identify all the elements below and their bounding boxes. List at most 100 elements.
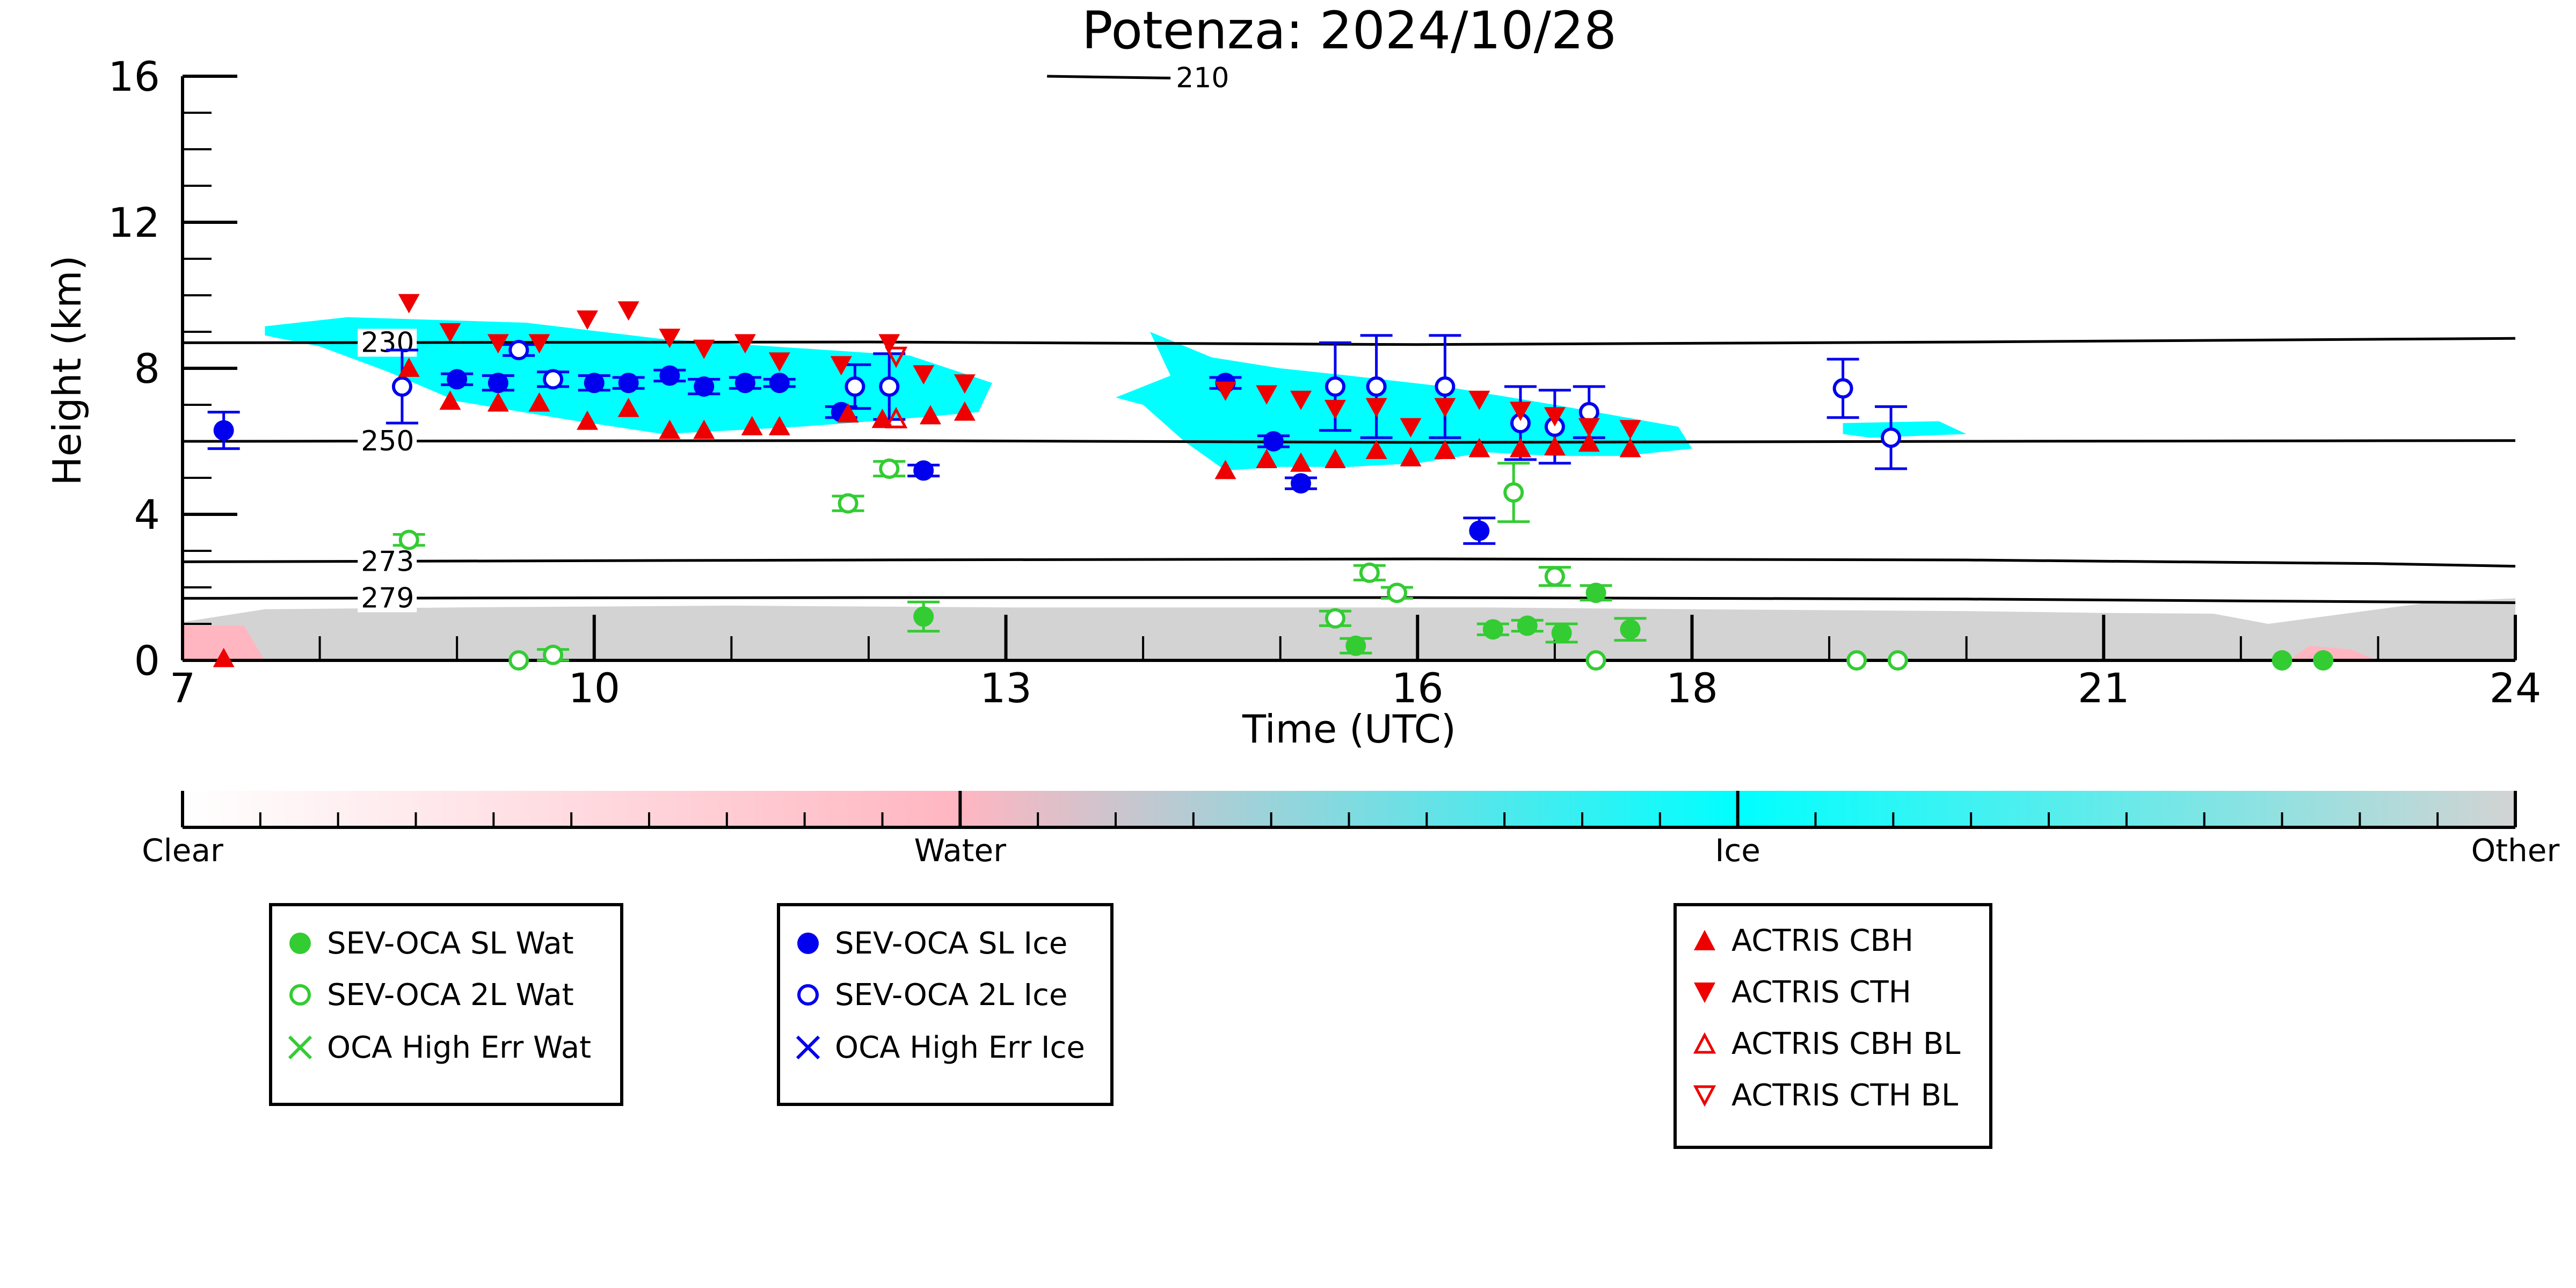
legend-entry: SEV-OCA 2L Ice [793, 977, 1068, 1013]
actris-cth-marker [1214, 381, 1236, 401]
actris-cbh-marker [1509, 438, 1531, 457]
sev-oca-2l-ice-marker [508, 340, 529, 360]
sev-oca-2l-wat-marker [1887, 650, 1908, 671]
sev-oca-sl-ice-marker [1469, 520, 1490, 541]
legend-entry: OCA High Err Wat [285, 1030, 591, 1065]
isotherm-label: 210 [1176, 62, 1229, 94]
legend-label: ACTRIS CBH [1731, 923, 1914, 958]
actris-cth-marker [1544, 407, 1566, 427]
y-tick-label: 8 [134, 345, 160, 392]
actris-cbh-marker [398, 358, 420, 377]
cloud-other-region [183, 598, 2515, 660]
actris-cth-marker [1578, 418, 1600, 438]
triangle-down-icon [1694, 983, 1715, 1003]
sev-oca-sl-wat-marker [1620, 619, 1641, 640]
sev-oca-2l-ice-marker [879, 376, 900, 397]
y-tick-label: 16 [108, 53, 160, 100]
actris-cth-marker [768, 352, 790, 372]
legend-entry: ACTRIS CTH [1690, 974, 1911, 1010]
actris-cth-marker [1400, 418, 1422, 438]
filled-circle-icon [289, 933, 311, 954]
sev-oca-sl-wat-marker [913, 606, 934, 627]
sev-oca-sl-ice-marker [1263, 431, 1284, 452]
y-tick-label: 0 [134, 637, 160, 685]
sev-oca-2l-wat-marker [1846, 650, 1867, 671]
sev-oca-2l-ice-marker [543, 369, 564, 390]
legend-entry: SEV-OCA SL Wat [285, 926, 574, 961]
sev-oca-sl-ice-marker [1291, 473, 1312, 494]
legend-entry: SEV-OCA 2L Wat [285, 977, 574, 1013]
actris-cbh-marker [1434, 440, 1456, 459]
x-tick-label: 24 [2490, 664, 2542, 712]
legend-ice: SEV-OCA SL Ice SEV-OCA 2L Ice OCA High E… [777, 903, 1114, 1106]
sev-oca-2l-wat-marker [508, 650, 529, 671]
actris-cbh-marker [1290, 452, 1312, 472]
x-tick-label: 18 [1666, 664, 1718, 712]
sev-oca-2l-ice-marker [1881, 427, 1902, 448]
colorbar-label: Other [2471, 832, 2560, 869]
actris-cbh-marker [693, 419, 715, 439]
actris-cbh-marker [1468, 438, 1490, 457]
sev-oca-sl-ice-marker [618, 373, 639, 394]
legend-entry: ACTRIS CBH BL [1690, 1027, 1960, 1061]
sev-oca-sl-wat-marker [1517, 615, 1538, 636]
legend-label: SEV-OCA SL Ice [835, 926, 1068, 961]
actris-cth-marker [576, 310, 598, 330]
x-tick-label: 16 [1392, 664, 1444, 712]
legend-label: SEV-OCA 2L Ice [835, 977, 1068, 1013]
sev-oca-sl-ice-marker [769, 373, 790, 394]
isotherm-layer: 210 230 250 273 279 [182, 62, 2516, 614]
actris-cbh-marker [1544, 436, 1566, 456]
actris-cth-marker [1434, 398, 1456, 418]
actris-cbh-marker [741, 416, 763, 435]
sev-oca-2l-ice-marker [845, 376, 865, 397]
cloud-ice-region [1843, 421, 1967, 438]
isotherm-label-bg [358, 548, 417, 576]
sev-oca-sl-wat-marker [1482, 619, 1503, 640]
actris-cth-marker [1256, 385, 1278, 405]
legend-label: ACTRIS CTH BL [1731, 1078, 1959, 1113]
actris-cbh-marker [213, 647, 235, 667]
colorbar-label: Clear [142, 832, 223, 869]
legend-label: ACTRIS CTH [1731, 974, 1911, 1010]
actris-cbh-marker [576, 410, 598, 430]
sev-oca-2l-ice-marker [1435, 376, 1456, 397]
legend-entry: OCA High Err Ice [793, 1030, 1085, 1065]
sev-oca-sl-ice-marker [213, 420, 234, 441]
plot-axes: 0 4 8 12 16 7 10 13 16 18 21 24 [108, 53, 2541, 712]
actris-cbh-marker [919, 405, 941, 425]
marker-layer [207, 294, 2334, 671]
sev-oca-2l-wat-marker [543, 644, 564, 665]
sev-oca-2l-wat-marker [1503, 482, 1524, 503]
cloud-ice-region [1116, 332, 1692, 471]
sev-oca-sl-ice-marker [659, 365, 680, 386]
actris-cth-marker [1468, 390, 1490, 410]
sev-oca-2l-wat-marker [1544, 566, 1565, 587]
sev-oca-sl-ice-marker [913, 460, 934, 481]
sev-oca-2l-ice-marker [1832, 378, 1853, 399]
actris-cth-marker [528, 334, 550, 354]
isotherm-line [182, 557, 2516, 568]
actris-cth-marker [878, 334, 900, 354]
legend-label: SEV-OCA 2L Wat [327, 977, 574, 1013]
actris-cbh-marker [528, 392, 550, 412]
actris-cth-bl-marker [884, 346, 908, 368]
actris-cbh-marker [1256, 449, 1278, 468]
sev-oca-sl-wat-marker [1585, 583, 1606, 603]
legend-label: SEV-OCA SL Wat [327, 926, 574, 961]
isotherm-line [182, 439, 2516, 444]
actris-cth-marker [734, 334, 756, 354]
isotherm-label-bg [358, 329, 417, 357]
actris-cth-marker [398, 294, 420, 314]
x-tick-label: 10 [568, 664, 620, 712]
cloud-water-region [2289, 645, 2378, 660]
actris-cbh-marker [954, 401, 976, 421]
y-tick-label: 4 [134, 491, 160, 539]
sev-oca-sl-wat-marker [1551, 623, 1572, 643]
sev-oca-sl-ice-marker [584, 373, 605, 394]
isotherm-line [182, 337, 2516, 346]
actris-cth-marker [487, 334, 509, 354]
sev-oca-2l-ice-marker [1325, 376, 1345, 397]
sev-oca-2l-ice-marker [391, 376, 412, 397]
filled-circle-icon [797, 933, 819, 954]
